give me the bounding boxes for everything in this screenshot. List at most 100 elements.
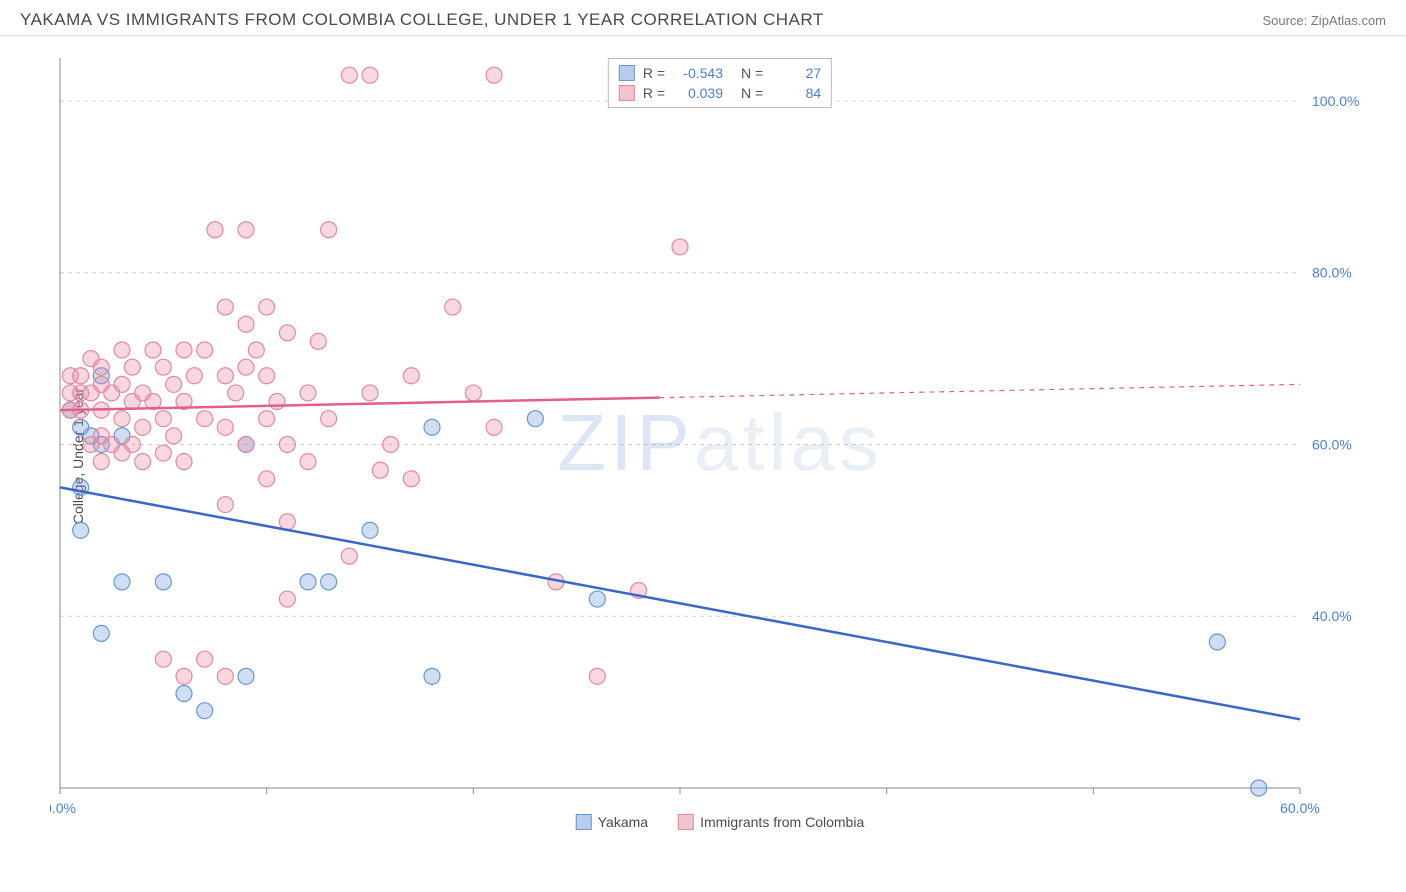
data-point xyxy=(155,445,171,461)
data-point xyxy=(238,359,254,375)
data-point xyxy=(93,359,109,375)
data-point xyxy=(362,67,378,83)
stats-legend-box: R = -0.543 N = 27 R = 0.039 N = 84 xyxy=(608,58,832,108)
r-value: 0.039 xyxy=(673,85,723,101)
r-value: -0.543 xyxy=(673,65,723,81)
data-point xyxy=(259,299,275,315)
data-point xyxy=(114,411,130,427)
data-point xyxy=(248,342,264,358)
svg-text:60.0%: 60.0% xyxy=(1280,800,1320,816)
data-point xyxy=(1209,634,1225,650)
chart-area: College, Under 1 year 40.0%60.0%80.0%100… xyxy=(50,48,1390,838)
swatch-icon xyxy=(678,814,694,830)
data-point xyxy=(372,462,388,478)
data-point xyxy=(114,376,130,392)
data-point xyxy=(114,342,130,358)
data-point xyxy=(176,342,192,358)
data-point xyxy=(155,411,171,427)
swatch-icon xyxy=(619,85,635,101)
data-point xyxy=(73,522,89,538)
data-point xyxy=(310,333,326,349)
data-point xyxy=(155,359,171,375)
data-point xyxy=(176,454,192,470)
data-point xyxy=(279,514,295,530)
svg-text:80.0%: 80.0% xyxy=(1312,265,1352,281)
r-label: R = xyxy=(643,85,665,101)
data-point xyxy=(321,411,337,427)
data-point xyxy=(279,436,295,452)
source-label: Source: ZipAtlas.com xyxy=(1262,13,1386,28)
data-point xyxy=(300,574,316,590)
data-point xyxy=(300,454,316,470)
data-point xyxy=(228,385,244,401)
data-point xyxy=(279,325,295,341)
data-point xyxy=(197,651,213,667)
n-value: 84 xyxy=(771,85,821,101)
header: YAKAMA VS IMMIGRANTS FROM COLOMBIA COLLE… xyxy=(0,0,1406,36)
data-point xyxy=(1251,780,1267,796)
n-value: 27 xyxy=(771,65,821,81)
data-point xyxy=(124,359,140,375)
data-point xyxy=(197,411,213,427)
data-point xyxy=(93,625,109,641)
data-point xyxy=(155,651,171,667)
legend-label: Yakama xyxy=(598,814,648,830)
legend-bottom: Yakama Immigrants from Colombia xyxy=(576,814,864,830)
data-point xyxy=(166,376,182,392)
data-point xyxy=(207,222,223,238)
svg-text:60.0%: 60.0% xyxy=(1312,436,1352,452)
r-label: R = xyxy=(643,65,665,81)
data-point xyxy=(486,419,502,435)
data-point xyxy=(445,299,461,315)
data-point xyxy=(589,591,605,607)
legend-label: Immigrants from Colombia xyxy=(700,814,864,830)
chart-title: YAKAMA VS IMMIGRANTS FROM COLOMBIA COLLE… xyxy=(20,10,824,30)
data-point xyxy=(341,67,357,83)
data-point xyxy=(238,668,254,684)
data-point xyxy=(259,471,275,487)
stats-row: R = 0.039 N = 84 xyxy=(619,83,821,103)
swatch-icon xyxy=(576,814,592,830)
legend-item: Yakama xyxy=(576,814,648,830)
data-point xyxy=(217,668,233,684)
data-point xyxy=(259,411,275,427)
data-point xyxy=(269,394,285,410)
data-point xyxy=(155,574,171,590)
data-point xyxy=(217,497,233,513)
data-point xyxy=(186,368,202,384)
data-point xyxy=(424,419,440,435)
data-point xyxy=(238,436,254,452)
data-point xyxy=(672,239,688,255)
data-point xyxy=(197,342,213,358)
data-point xyxy=(176,686,192,702)
svg-text:0.0%: 0.0% xyxy=(50,800,76,816)
data-point xyxy=(424,668,440,684)
scatter-plot: 40.0%60.0%80.0%100.0%0.0%60.0% xyxy=(50,48,1390,838)
data-point xyxy=(279,591,295,607)
data-point xyxy=(166,428,182,444)
data-point xyxy=(321,574,337,590)
data-point xyxy=(217,299,233,315)
data-point xyxy=(362,522,378,538)
svg-text:100.0%: 100.0% xyxy=(1312,93,1359,109)
swatch-icon xyxy=(619,65,635,81)
data-point xyxy=(403,471,419,487)
data-point xyxy=(486,67,502,83)
data-point xyxy=(73,368,89,384)
data-point xyxy=(217,419,233,435)
data-point xyxy=(589,668,605,684)
n-label: N = xyxy=(741,65,763,81)
data-point xyxy=(145,342,161,358)
data-point xyxy=(238,316,254,332)
data-point xyxy=(197,703,213,719)
data-point xyxy=(403,368,419,384)
n-label: N = xyxy=(741,85,763,101)
data-point xyxy=(300,385,316,401)
stats-row: R = -0.543 N = 27 xyxy=(619,63,821,83)
data-point xyxy=(341,548,357,564)
data-point xyxy=(465,385,481,401)
data-point xyxy=(135,454,151,470)
data-point xyxy=(135,419,151,435)
data-point xyxy=(124,436,140,452)
data-point xyxy=(217,368,233,384)
